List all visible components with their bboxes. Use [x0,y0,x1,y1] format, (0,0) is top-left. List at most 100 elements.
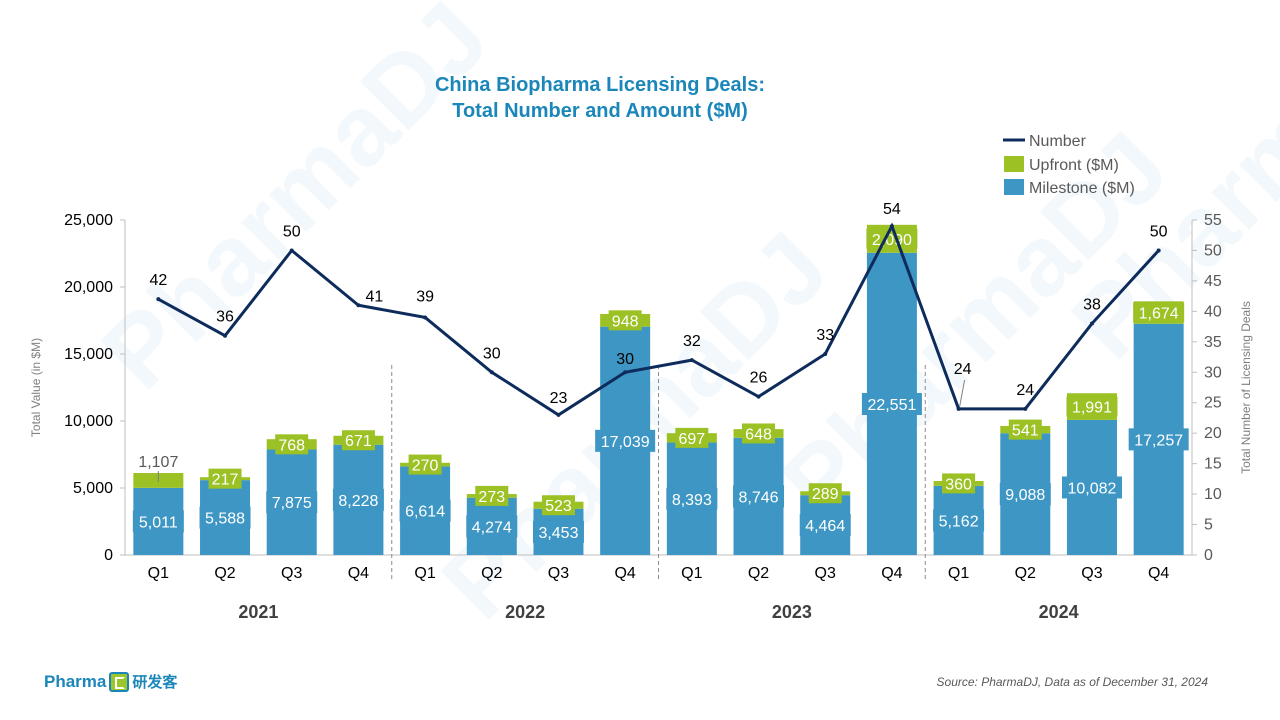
upfront-label: 768 [278,437,305,454]
upfront-label: 671 [345,433,372,450]
number-point [623,370,628,375]
y-tick-label-left: 0 [104,547,113,564]
year-group-label: 2022 [505,602,545,622]
y-tick-label-right: 20 [1204,425,1222,442]
year-group-label: 2024 [1039,602,1079,622]
logo-text: Pharma [44,671,107,691]
upfront-label-bg [475,485,509,506]
y-tick-label-left: 25,000 [64,212,113,229]
number-label: 24 [1016,382,1034,399]
logo-cn-text: 研发客 [132,674,178,691]
y-axis-title-left: Total Value (in $M) [29,338,43,437]
legend-upfront-swatch [1004,156,1024,172]
y-tick-label-left: 20,000 [64,279,113,296]
milestone-label: 17,257 [1134,432,1183,449]
milestone-label: 9,088 [1005,487,1045,504]
number-label: 33 [816,327,834,344]
upfront-label-bg [1008,419,1042,440]
number-point [1023,406,1028,411]
x-tick-label: Q3 [281,565,302,582]
number-label: 50 [1150,223,1168,240]
upfront-label-bg [541,495,575,516]
chart-title-line-2: Total Number and Amount ($M) [452,100,748,122]
number-point [356,303,361,308]
milestone-label-bg [466,515,518,538]
y-tick-label-right: 0 [1204,547,1213,564]
chart-title-line-1: China Biopharma Licensing Deals: [434,74,766,96]
number-point [756,394,761,399]
milestone-label: 3,453 [538,525,578,542]
milestone-label-bg [733,485,785,508]
upfront-label: 1,107 [138,454,178,471]
y-axis-title-right: Total Number of Licensing Deals [1239,301,1253,474]
upfront-label-bg [341,430,375,451]
number-label: 50 [283,223,301,240]
y-tick-label-right: 35 [1204,334,1222,351]
milestone-label-bg [595,429,656,452]
upfront-label: 217 [212,472,239,489]
milestone-label-bg [199,506,251,529]
x-tick-label: Q1 [681,565,702,582]
legend-upfront-label: Upfront ($M) [1029,157,1119,174]
x-tick-label: Q2 [214,565,235,582]
milestone-label: 5,588 [205,511,245,528]
number-label: 23 [550,390,568,407]
milestone-label: 8,228 [338,493,378,510]
upfront-label: 648 [745,426,772,443]
x-tick-label: Q3 [1081,565,1102,582]
milestone-label: 6,614 [405,504,445,521]
x-tick-label: Q1 [414,565,435,582]
source-note: Source: PharmaDJ, Data as of December 31… [936,675,1208,689]
milestone-label: 4,274 [472,519,512,536]
y-tick-label-right: 10 [1204,486,1222,503]
y-tick-label-right: 30 [1204,364,1222,381]
pharmadj-logo: Pharma 研发客 [44,671,177,692]
x-tick-label: Q4 [614,565,635,582]
x-tick-label: Q1 [948,565,969,582]
number-leader-line [959,379,966,407]
milestone-label: 8,746 [739,489,779,506]
upfront-label-bg [208,468,242,489]
milestone-label-bg [666,487,718,510]
number-label: 54 [883,201,901,218]
number-label: 24 [954,361,972,378]
x-tick-label: Q4 [881,565,902,582]
milestone-label: 17,039 [601,434,650,451]
legend-milestone-label: Milestone ($M) [1029,180,1135,197]
number-label: 32 [683,333,701,350]
upfront-label-bg [675,427,709,448]
x-tick-label: Q4 [348,565,369,582]
y-tick-label-left: 5,000 [73,480,113,497]
milestone-label-bg [332,488,384,511]
milestone-label-bg [999,483,1051,506]
number-point [223,333,228,338]
y-tick-label-right: 5 [1204,517,1213,534]
number-point [1089,321,1094,326]
milestone-label-bg [799,514,851,537]
milestone-label: 5,011 [139,514,178,531]
milestone-label-bg [399,499,451,522]
year-group-label: 2021 [238,602,278,622]
number-point [689,358,694,363]
milestone-label-bg [1128,428,1189,451]
number-label: 38 [1083,297,1101,314]
upfront-label-bg [275,434,309,455]
milestone-label: 22,551 [867,397,916,414]
number-label: 42 [149,272,167,289]
milestone-label-bg [266,491,318,514]
milestone-label-bg [532,520,584,543]
y-tick-label-right: 15 [1204,456,1222,473]
y-tick-label-right: 50 [1204,242,1222,259]
upfront-label: 1,674 [1139,306,1179,323]
upfront-label: 697 [678,431,705,448]
x-tick-label: Q2 [481,565,502,582]
upfront-label-bg [942,473,976,494]
upfront-label-bg [808,483,842,504]
upfront-label-bg [608,310,642,331]
y-tick-label-right: 25 [1204,395,1222,412]
legend-number-label: Number [1029,133,1087,150]
number-point [423,315,428,320]
milestone-label: 5,162 [939,513,979,530]
logo-mark-icon [109,671,130,692]
